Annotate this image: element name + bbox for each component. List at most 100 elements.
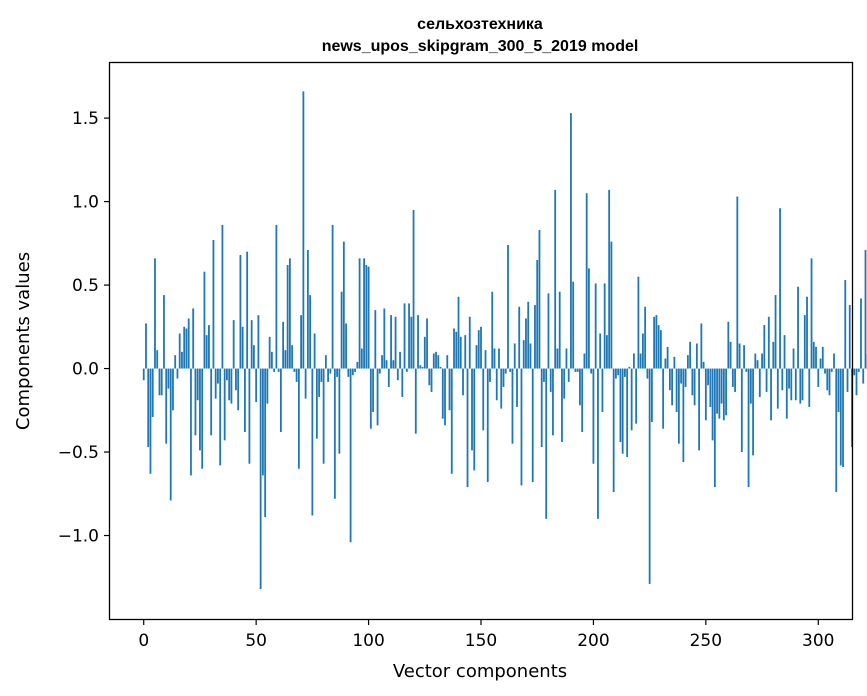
bar-component-264 (736, 196, 739, 369)
bar-component-218 (633, 353, 635, 369)
bar-component-262 (731, 368, 734, 387)
bar-component-60 (277, 368, 280, 372)
bar-component-87 (338, 368, 341, 454)
bar-component-188 (565, 348, 568, 369)
bar-component-297 (810, 258, 813, 369)
bar-component-266 (740, 368, 743, 453)
bar-component-121 (414, 368, 417, 434)
bar-component-314 (848, 305, 851, 369)
bar-component-250 (704, 368, 707, 421)
bar-component-190 (570, 113, 572, 369)
bar-component-22 (192, 308, 195, 369)
bar-component-230 (659, 330, 662, 369)
bar-component-198 (588, 268, 590, 369)
bar-component-296 (808, 368, 811, 407)
bar-component-19 (185, 328, 188, 369)
bar-component-137 (450, 368, 453, 474)
bar-component-189 (567, 368, 570, 382)
bar-component-73 (306, 250, 309, 369)
bar-component-317 (855, 368, 858, 396)
bar-component-120 (412, 209, 415, 369)
bar-component-202 (597, 368, 599, 519)
bar-component-204 (601, 368, 604, 412)
bar-component-54 (264, 368, 267, 518)
bar-component-124 (421, 366, 424, 369)
bar-component-61 (279, 368, 282, 432)
bar-component-226 (650, 368, 653, 422)
bar-component-44 (241, 326, 244, 369)
bar-component-113 (396, 368, 399, 381)
bar-component-139 (455, 331, 458, 369)
bar-component-5 (154, 258, 156, 369)
bar-component-207 (608, 189, 611, 369)
bar-component-312 (844, 280, 847, 369)
bar-component-24 (196, 368, 199, 401)
bar-component-153 (486, 368, 489, 483)
bar-component-210 (615, 368, 617, 379)
bar-component-0 (142, 368, 145, 381)
bar-component-135 (446, 355, 449, 369)
bar-component-232 (664, 358, 667, 369)
bar-component-85 (333, 368, 336, 499)
bar-component-65 (288, 258, 291, 369)
bar-component-249 (702, 361, 705, 369)
bar-component-209 (612, 368, 615, 493)
bar-component-269 (747, 368, 750, 488)
bar-component-88 (340, 291, 343, 369)
bar-component-14 (174, 355, 177, 369)
y-tick-label: −0.5 (58, 443, 99, 463)
bar-component-316 (853, 368, 856, 376)
bar-component-154 (489, 368, 491, 382)
bar-component-200 (592, 368, 595, 464)
bar-component-119 (410, 316, 413, 369)
bar-component-155 (491, 291, 494, 369)
x-tick-label: 250 (690, 631, 722, 651)
bar-component-10 (165, 368, 168, 444)
bar-component-244 (691, 368, 694, 396)
bar-component-129 (432, 353, 435, 369)
bar-component-93 (351, 368, 354, 376)
bar-component-215 (626, 368, 629, 458)
bar-component-100 (367, 266, 370, 369)
bar-component-233 (666, 346, 669, 369)
bar-component-98 (363, 258, 365, 369)
bar-component-39 (230, 368, 233, 404)
bar-component-35 (221, 224, 224, 369)
bar-component-97 (360, 348, 363, 369)
bar-component-89 (342, 241, 345, 369)
bar-component-256 (718, 368, 721, 419)
bar-component-165 (513, 343, 516, 369)
bar-component-17 (181, 351, 183, 369)
bar-component-34 (219, 368, 222, 466)
bar-component-152 (484, 350, 487, 369)
bar-component-80 (322, 368, 325, 464)
bar-component-203 (599, 333, 602, 369)
bar-component-321 (864, 250, 867, 369)
bar-component-159 (500, 368, 503, 409)
bar-component-53 (262, 368, 264, 476)
bar-component-289 (792, 348, 795, 369)
bar-component-259 (725, 368, 727, 416)
bars-group (142, 91, 867, 589)
bar-component-74 (309, 295, 312, 369)
bar-component-290 (794, 368, 797, 401)
bar-component-260 (727, 321, 730, 369)
bar-component-278 (767, 316, 770, 369)
bar-component-136 (448, 368, 451, 411)
bar-component-52 (259, 368, 262, 589)
bar-component-180 (547, 293, 550, 369)
bar-component-16 (178, 333, 181, 369)
bar-component-173 (531, 368, 534, 483)
y-axis-ticks: −1.0 −0.5 0.0 0.5 1.0 1.5 (58, 109, 110, 547)
bar-component-51 (257, 315, 260, 369)
x-tick-label: 200 (577, 631, 609, 651)
bar-component-304 (826, 368, 829, 391)
plot-frame (108, 61, 854, 621)
bar-component-248 (700, 323, 703, 369)
bar-component-146 (471, 368, 473, 451)
bar-component-181 (549, 368, 552, 392)
bar-component-140 (457, 296, 460, 369)
bar-component-116 (403, 303, 406, 369)
bar-component-272 (754, 353, 757, 369)
bar-component-254 (713, 368, 716, 488)
